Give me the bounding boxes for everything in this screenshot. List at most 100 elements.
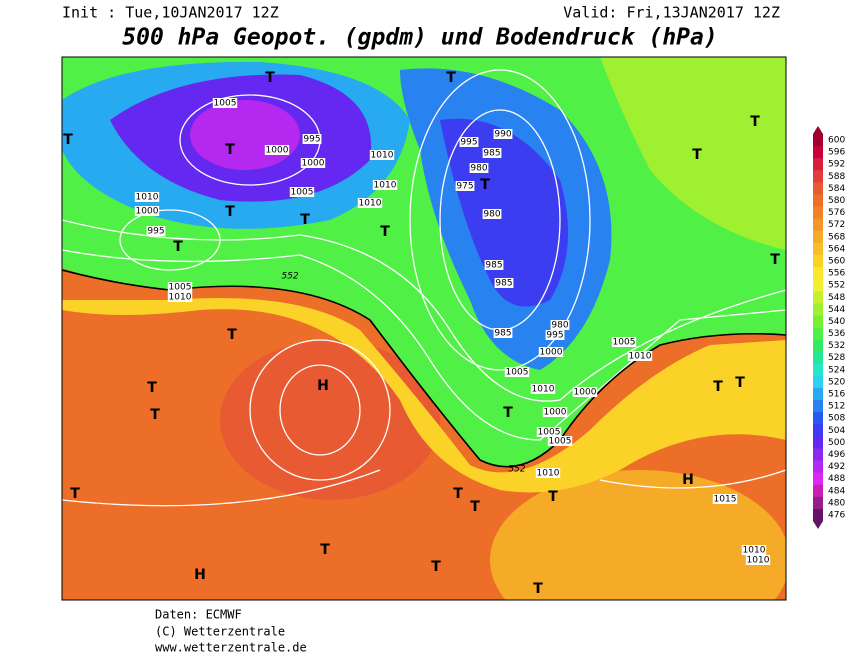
isobar-label-box <box>536 427 562 437</box>
colorbar-arrow <box>813 521 823 530</box>
contour <box>599 469 786 489</box>
pressure-center: T <box>453 486 463 502</box>
trough-core <box>190 100 300 170</box>
isobar-label-box <box>369 150 395 160</box>
isobar-label: 980 <box>470 164 487 174</box>
colorbar-label: 572 <box>828 220 845 230</box>
isobar-label-box <box>302 134 322 144</box>
colorbar-label: 492 <box>828 462 845 472</box>
colorbar-swatch <box>813 400 823 413</box>
isobar-label: 1000 <box>302 159 325 169</box>
colorbar-label: 568 <box>828 232 845 242</box>
isobar-label: 1005 <box>214 99 237 109</box>
colorbar-label: 584 <box>828 184 845 194</box>
isobar-label-box <box>300 158 326 168</box>
isobar-label-box <box>167 292 193 302</box>
colorbar-label: 484 <box>828 486 845 496</box>
pressure-center: T <box>713 379 723 395</box>
isobar-label-box <box>530 384 556 394</box>
isobar-label-box <box>134 206 160 216</box>
colorbar-label: 508 <box>828 414 845 424</box>
yellow-band <box>62 230 786 493</box>
pressure-center: T <box>446 70 456 86</box>
isobar-label: 1010 <box>136 193 159 203</box>
isobar-label-box <box>712 494 738 504</box>
colorbar-swatch <box>813 146 823 159</box>
colorbar-swatch <box>813 339 823 353</box>
isobar-label: 1010 <box>532 385 555 395</box>
isobar-label-box <box>493 129 513 139</box>
colorbar-swatch <box>813 460 823 474</box>
colorbar-label: 480 <box>828 498 845 508</box>
colorbar-label: 596 <box>828 148 845 158</box>
colorbar-label: 520 <box>828 377 845 387</box>
isobar-label: 995 <box>546 331 563 341</box>
contour <box>62 469 381 507</box>
isobar <box>249 339 391 481</box>
isobar-label: 990 <box>494 130 511 140</box>
colorbar-label: 564 <box>828 244 845 254</box>
isobar-label: 1015 <box>714 495 737 505</box>
pressure-center: T <box>533 581 543 597</box>
isobar-label: 1005 <box>549 437 572 447</box>
isobar <box>119 209 221 271</box>
pressure-center: T <box>265 70 275 86</box>
isobar-label-box <box>538 347 564 357</box>
isobar-label-box <box>741 545 767 555</box>
isobar-label: 1000 <box>540 348 563 358</box>
colorbar-swatch <box>813 436 823 449</box>
isobar-label: 1005 <box>169 283 192 293</box>
colorbar-label: 556 <box>828 269 845 279</box>
isobar-label: 985 <box>485 261 502 271</box>
colorbar-swatch <box>813 484 823 498</box>
colorbar: 600 596 592 588 584 580 576 572 568 564 560 556 552 5… <box>813 125 845 530</box>
isobar-label: 975 <box>456 182 473 192</box>
pressure-center: T <box>320 542 330 558</box>
colorbar-label: 516 <box>828 390 845 400</box>
isobar-label-box <box>264 145 290 155</box>
isobar-label-box <box>494 278 514 288</box>
pressure-center: H <box>194 567 206 583</box>
isobar-label: 1000 <box>544 408 567 418</box>
colorbar-label: 552 <box>828 281 845 291</box>
colorbar-swatch <box>813 303 823 316</box>
isobar-label: 1000 <box>266 146 289 156</box>
isobar-label: 1010 <box>629 352 652 362</box>
colorbar-label: 500 <box>828 438 845 448</box>
isobar-label-box <box>134 192 160 202</box>
pressure-center: T <box>300 212 310 228</box>
isobar-label-box <box>745 555 771 565</box>
light-green <box>600 57 786 250</box>
isobar <box>409 69 591 371</box>
pressure-center: T <box>225 142 235 158</box>
isobar-label-box <box>357 198 383 208</box>
colorbar-swatch <box>813 387 823 401</box>
colorbar-label: 544 <box>828 305 845 315</box>
colorbar-swatch <box>813 206 823 220</box>
colorbar-label: 488 <box>828 474 845 484</box>
valid-time: Valid: Fri,13JAN2017 12Z <box>563 4 780 22</box>
warm-area <box>490 470 786 600</box>
colorbar-swatch <box>813 279 823 292</box>
isobar-label-box <box>167 282 193 292</box>
isobar-label-box <box>484 260 504 270</box>
colorbar-label: 548 <box>828 293 845 303</box>
isobar-label: 1010 <box>747 556 770 566</box>
isobar-label: 980 <box>483 210 500 220</box>
isobar-label-box <box>542 407 568 417</box>
isobar-label-box <box>372 180 398 190</box>
isobar-label: 1010 <box>374 181 397 191</box>
colorbar-swatch <box>813 291 823 304</box>
pressure-center: T <box>70 486 80 502</box>
pressure-center: T <box>503 405 513 421</box>
colorbar-label: 580 <box>828 196 845 206</box>
colorbar-label: 576 <box>828 208 845 218</box>
isobar-label: 1010 <box>743 546 766 556</box>
height-label: 552 <box>508 465 525 475</box>
isobar-label-box <box>627 351 653 361</box>
colorbar-swatch <box>813 230 823 244</box>
height-label: 552 <box>281 272 298 282</box>
colorbar-label: 504 <box>828 426 845 436</box>
isobar-label: 1005 <box>291 188 314 198</box>
